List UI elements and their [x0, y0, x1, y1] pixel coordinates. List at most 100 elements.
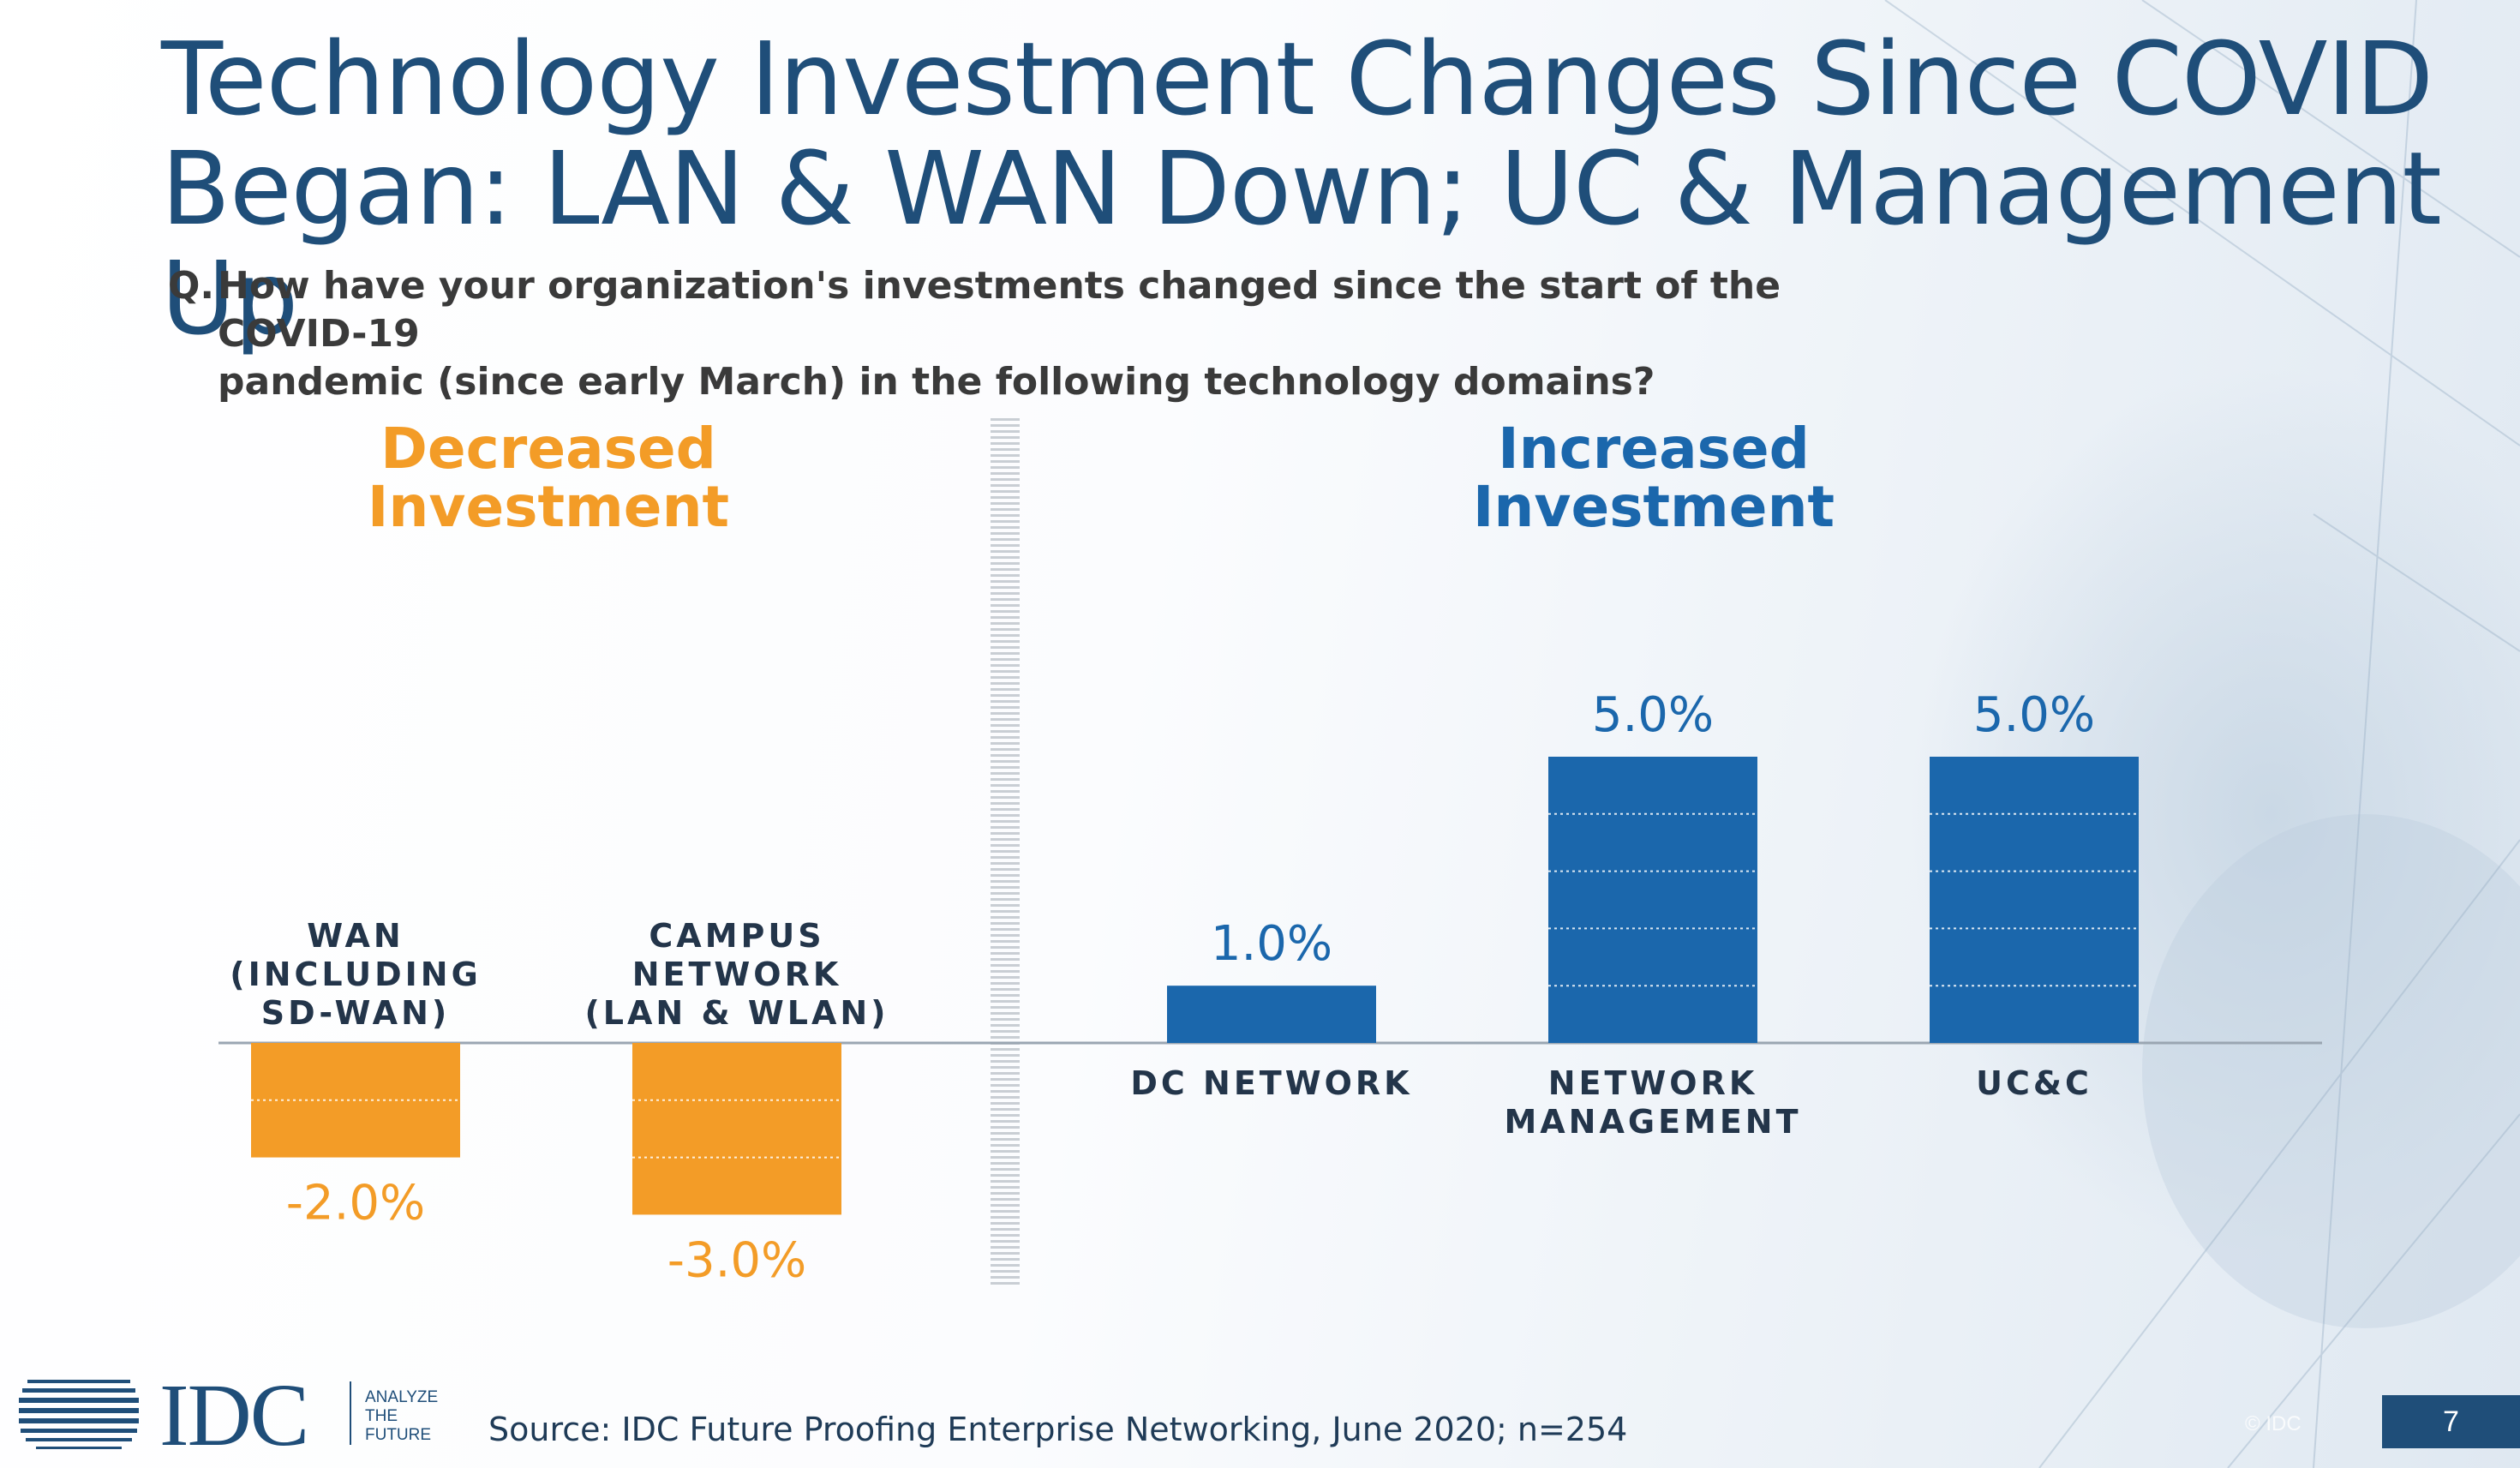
divider-dash	[991, 1084, 1020, 1087]
category-label-3: DC NETWORK	[1130, 1064, 1412, 1102]
divider-dash	[991, 1246, 1020, 1249]
divider-dash	[991, 472, 1020, 475]
value-label-5: 5.0%	[1973, 687, 2095, 743]
divider-dash	[991, 856, 1020, 859]
category-label-1: SD-WAN)	[261, 994, 450, 1032]
increased-investment-heading: Increased Investment	[1431, 420, 1877, 536]
divider-dash	[991, 700, 1020, 703]
divider-dash	[991, 640, 1020, 643]
divider-dash	[991, 550, 1020, 553]
divider-dash	[991, 1228, 1020, 1231]
divider-dash	[991, 1150, 1020, 1153]
divider-dash	[991, 1102, 1020, 1105]
divider-dash	[991, 1138, 1020, 1141]
divider-dash	[991, 1060, 1020, 1063]
divider-dash	[991, 1006, 1020, 1009]
divider-dash	[991, 586, 1020, 589]
divider-dash	[991, 604, 1020, 607]
slide-title-line-1: Technology Investment Changes Since COVI…	[161, 20, 2433, 138]
divider-dash	[991, 898, 1020, 901]
question-line-2: pandemic (since early March) in the foll…	[218, 360, 1655, 404]
divider-dash	[991, 574, 1020, 577]
divider-dash	[991, 496, 1020, 499]
divider-dash	[991, 988, 1020, 991]
divider-dash	[991, 796, 1020, 799]
divider-dash	[991, 976, 1020, 979]
divider-dash	[991, 1120, 1020, 1123]
logo-divider	[350, 1381, 351, 1445]
divider-dash	[991, 910, 1020, 913]
logo-tagline-line-2: THE	[365, 1407, 398, 1425]
divider-dash	[991, 1168, 1020, 1171]
divider-dash	[991, 1018, 1020, 1021]
divider-dash	[991, 688, 1020, 691]
divider-dash	[991, 1192, 1020, 1195]
divider-dash	[991, 616, 1020, 619]
divider-dash	[991, 862, 1020, 865]
divider-dash	[991, 1000, 1020, 1003]
value-label-3: 1.0%	[1211, 916, 1332, 972]
divider-dash	[991, 1222, 1020, 1225]
divider-dash	[991, 940, 1020, 943]
divider-dash	[991, 802, 1020, 805]
divider-dash	[991, 958, 1020, 961]
question-prefix: Q.	[168, 264, 215, 308]
divider-dash	[991, 598, 1020, 601]
divider-dash	[991, 718, 1020, 721]
divider-dash	[991, 748, 1020, 751]
divider-dash	[991, 436, 1020, 439]
divider-dash	[991, 676, 1020, 679]
bar-3	[1167, 986, 1376, 1043]
divider-dash	[991, 1036, 1020, 1039]
divider-dash	[991, 1132, 1020, 1135]
bar-2	[632, 1043, 841, 1215]
decreased-heading-line-1: Decreased	[380, 416, 716, 482]
divider-dash	[991, 1234, 1020, 1237]
divider-dash	[991, 790, 1020, 793]
divider-dash	[991, 646, 1020, 649]
source-note: Source: IDC Future Proofing Enterprise N…	[488, 1411, 1628, 1448]
divider-dash	[991, 442, 1020, 445]
divider-dash	[991, 970, 1020, 973]
divider-dash	[991, 1282, 1020, 1285]
divider-dash	[991, 1174, 1020, 1177]
divider-dash	[991, 892, 1020, 895]
divider-dash	[991, 454, 1020, 457]
divider-dash	[991, 772, 1020, 775]
divider-dash	[991, 562, 1020, 565]
divider-dash	[991, 484, 1020, 487]
divider-dash	[991, 832, 1020, 835]
category-label-5: UC&C	[1976, 1064, 2092, 1102]
logo-tagline-line-1: ANALYZE	[365, 1388, 439, 1406]
divider-dash	[991, 610, 1020, 613]
value-label-4: 5.0%	[1592, 687, 1714, 743]
question-text: How have your organization's investments…	[218, 262, 1897, 406]
idc-wordmark: IDC	[159, 1366, 309, 1465]
divider-dash	[991, 520, 1020, 523]
divider-dash	[991, 982, 1020, 985]
slide-title-line-2: Began: LAN & WAN Down; UC & Management U…	[161, 129, 2442, 357]
divider-dash	[991, 964, 1020, 967]
category-label-2: (LAN & WLAN)	[584, 994, 889, 1032]
divider-dash	[991, 868, 1020, 871]
divider-dash	[991, 538, 1020, 541]
divider-dash	[991, 418, 1020, 421]
divider-dash	[991, 1162, 1020, 1165]
divider-dash	[991, 1156, 1020, 1159]
divider-dash	[991, 754, 1020, 757]
divider-dash	[991, 628, 1020, 631]
divider-dash	[991, 424, 1020, 427]
divider-dash	[991, 514, 1020, 517]
divider-dash	[991, 874, 1020, 877]
divider-dash	[991, 526, 1020, 529]
divider-dash	[991, 1126, 1020, 1129]
divider-dash	[991, 1012, 1020, 1015]
divider-dash	[991, 580, 1020, 583]
divider-dash	[991, 460, 1020, 463]
increased-heading-line-2: Investment	[1472, 474, 1835, 540]
divider-dash	[991, 742, 1020, 745]
divider-dash	[991, 1252, 1020, 1255]
divider-dash	[991, 934, 1020, 937]
divider-dash	[991, 1276, 1020, 1279]
value-label-2: -3.0%	[667, 1232, 806, 1288]
